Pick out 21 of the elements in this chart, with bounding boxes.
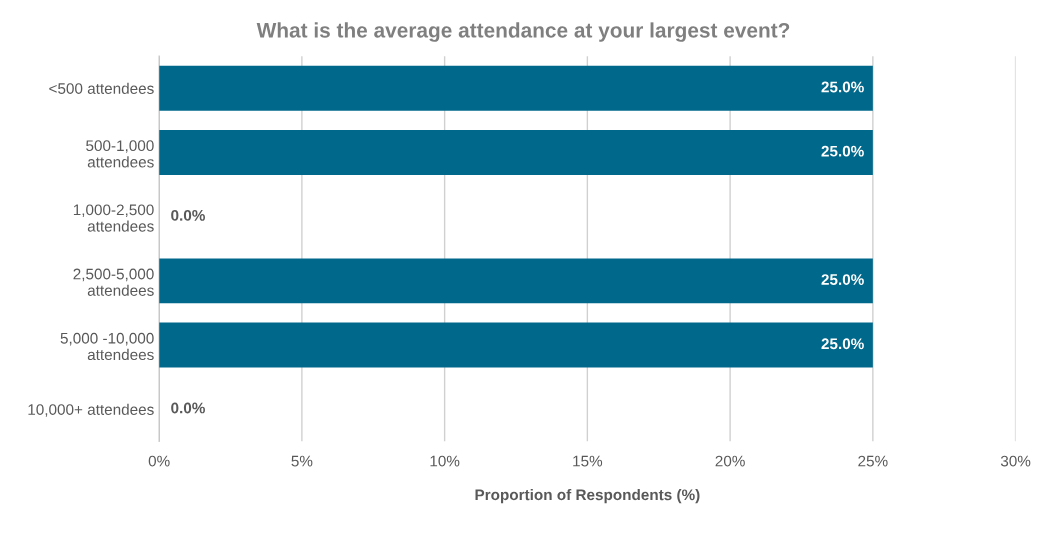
- y-tick-label: 1,000-2,500 attendees: [73, 204, 154, 232]
- x-tick-label: 25%: [858, 455, 888, 467]
- chart-title: What is the average attendance at your largest event?: [256, 22, 790, 42]
- y-tick-label: 500-1,000 attendees: [86, 140, 154, 168]
- x-tick-label: 15%: [573, 455, 603, 467]
- y-tick-label: <500 attendees: [49, 82, 154, 94]
- y-tick-label: 5,000 -10,000 attendees: [60, 332, 154, 361]
- data-label: 25.0%: [821, 81, 864, 93]
- data-label: 0.0%: [171, 402, 205, 414]
- data-label: 0.0%: [171, 209, 205, 221]
- x-tick-label: 30%: [1000, 455, 1031, 467]
- y-tick-label: 2,500-5,000 attendees: [73, 268, 154, 296]
- x-tick-label: 0%: [148, 455, 170, 467]
- y-tick-label: 10,000+ attendees: [28, 403, 154, 417]
- x-axis-title: Proportion of Respondents (%): [475, 488, 700, 504]
- x-tick-label: 20%: [715, 455, 745, 467]
- data-label: 25.0%: [821, 338, 864, 350]
- x-tick-label: 5%: [291, 455, 313, 467]
- data-label: 25.0%: [821, 274, 864, 285]
- x-tick-label: 10%: [430, 455, 460, 467]
- data-label: 25.0%: [821, 145, 864, 157]
